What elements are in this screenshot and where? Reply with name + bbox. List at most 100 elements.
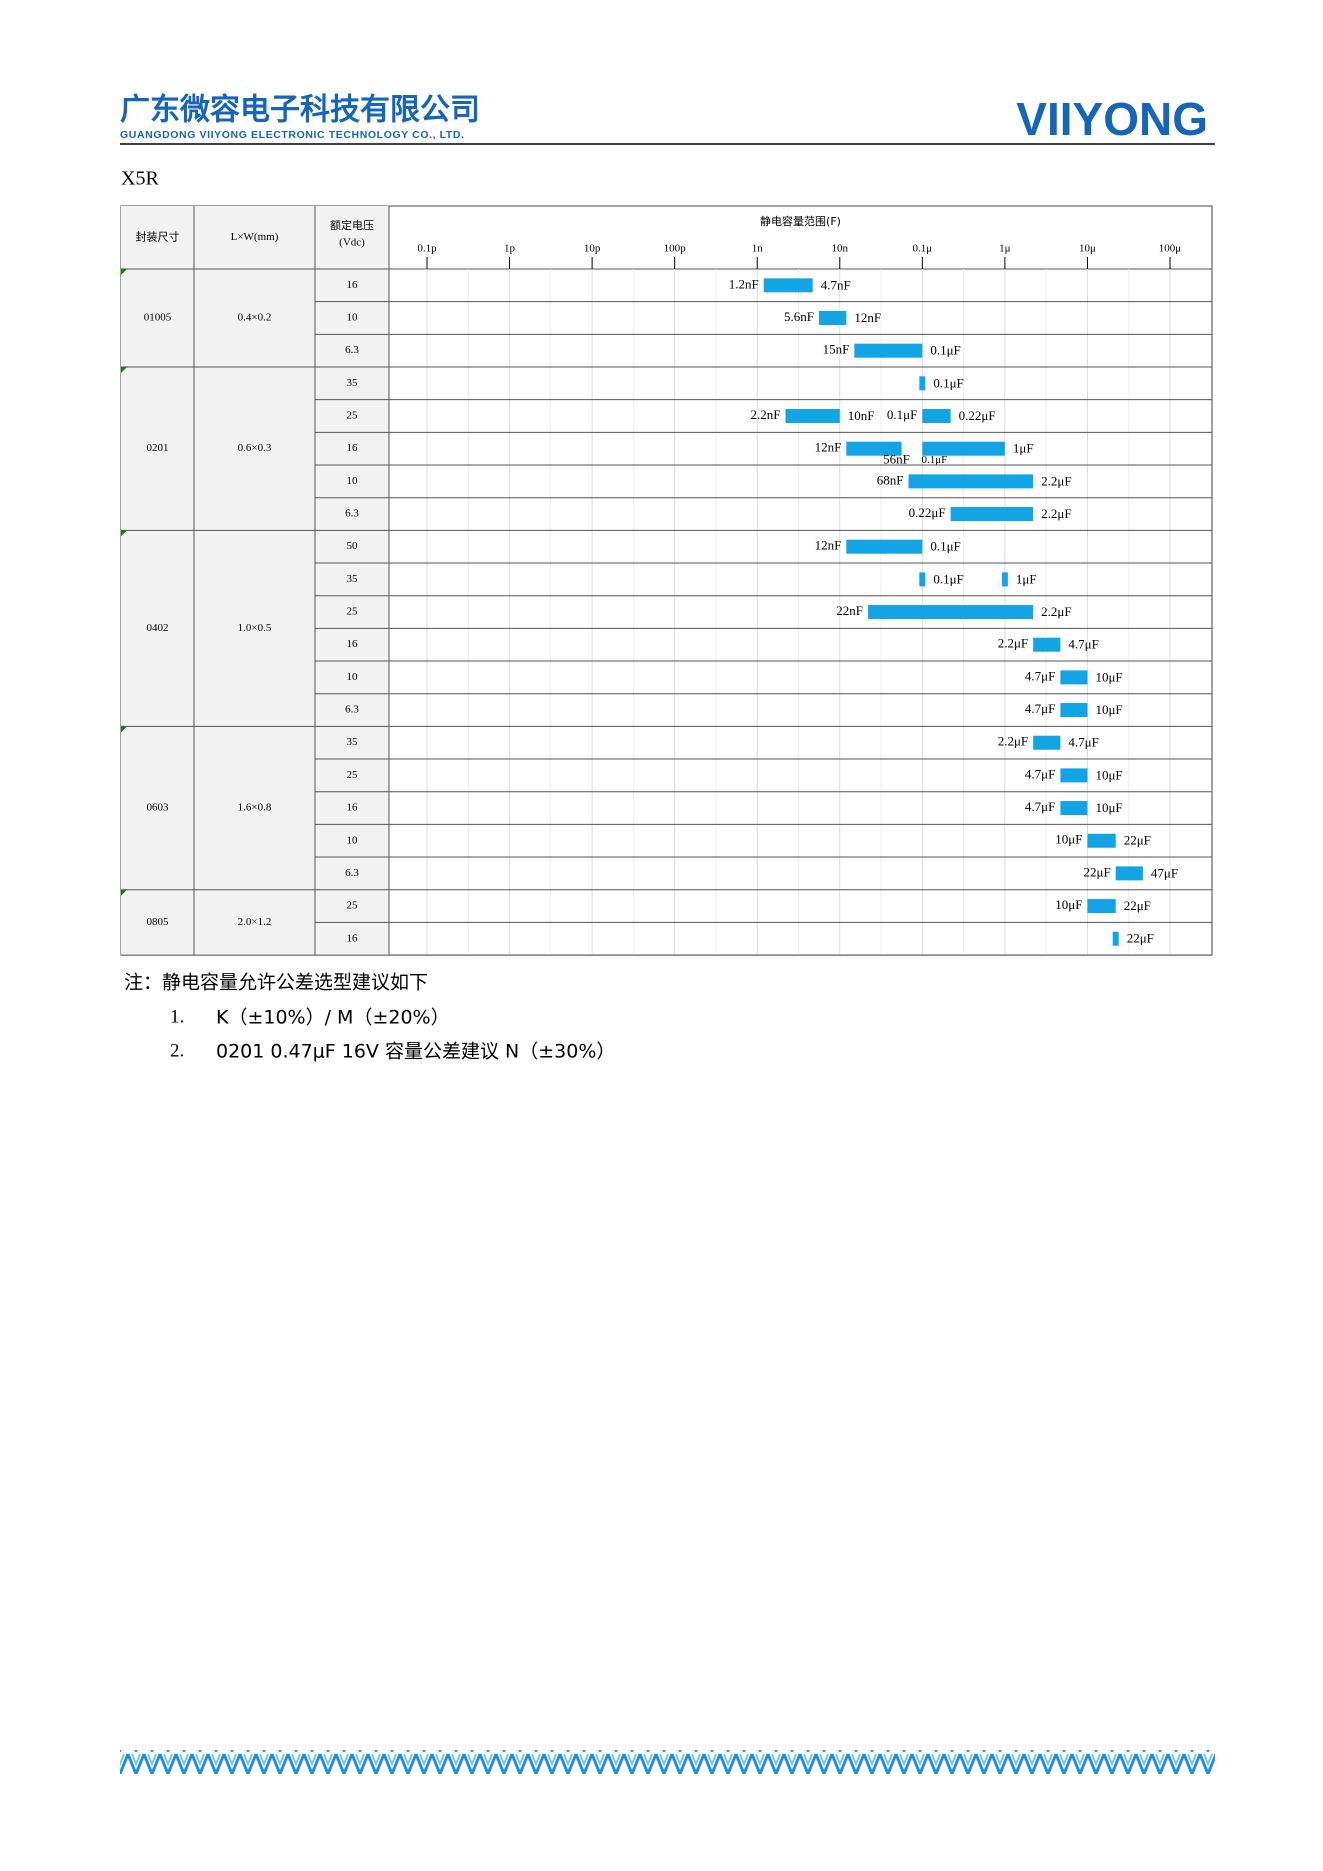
column-header: 封装尺寸 <box>136 230 180 244</box>
voltage: 6.3 <box>345 508 359 520</box>
range-max-label: 0.22μF <box>959 408 996 423</box>
column-header: 额定电压 <box>330 218 374 232</box>
voltage: 25 <box>347 606 359 618</box>
range-min-label: 2.2μF <box>998 734 1028 749</box>
range-max-label: 0.1μF <box>933 375 963 390</box>
range-max-label: 1μF <box>1016 571 1037 586</box>
note-number: 2. <box>170 1040 184 1061</box>
corner-mark <box>121 367 127 374</box>
range-min-label: 68nF <box>877 472 904 487</box>
capacitance-bar <box>1033 735 1061 750</box>
range-max-label: 2.2μF <box>1041 604 1071 619</box>
range-min-label: 22μF <box>1084 864 1111 879</box>
voltage: 6.3 <box>345 704 359 716</box>
range-min-label: 1.2nF <box>729 276 759 291</box>
axis-tick-label: 100p <box>664 243 687 255</box>
range-max-label: 10μF <box>1095 669 1122 684</box>
package-dims: 1.0×0.5 <box>238 622 272 634</box>
capacitance-bar <box>922 441 1005 456</box>
package-dims: 0.4×0.2 <box>238 312 272 324</box>
capacitance-bar <box>854 343 923 358</box>
capacitance-bar <box>846 539 923 554</box>
range-max-label: 4.7μF <box>1068 735 1098 750</box>
range-max-label: 0.1μF <box>930 539 960 554</box>
column-header: 静电容量范围(F) <box>760 214 841 228</box>
corner-mark <box>121 269 127 275</box>
range-max-label: 0.1μF <box>930 343 960 358</box>
voltage: 16 <box>347 932 359 944</box>
capacitance-bar <box>1115 866 1143 881</box>
range-max-label: 47μF <box>1151 865 1178 880</box>
corner-mark <box>121 726 127 733</box>
axis-tick-label: 1μ <box>999 243 1011 255</box>
range-min-label: 0.1μF <box>921 454 947 466</box>
company-en: GUANGDONG VIIYONG ELECTRONIC TECHNOLOGY … <box>120 129 465 141</box>
axis-tick-label: 0.1μ <box>913 243 933 255</box>
corner-mark <box>121 530 127 537</box>
range-min-label: 12nF <box>815 440 842 455</box>
capacitance-bar <box>846 441 902 456</box>
range-min-label: 2.2nF <box>751 407 781 422</box>
voltage: 25 <box>347 769 359 781</box>
capacitance-bar <box>922 409 951 424</box>
column-header: L×W(mm) <box>231 231 279 243</box>
range-min-label: 22nF <box>836 603 863 618</box>
voltage: 35 <box>347 377 359 389</box>
capacitance-bar <box>919 376 926 391</box>
capacitance-bar <box>1060 768 1088 783</box>
range-max-label: 2.2μF <box>1041 506 1071 521</box>
range-min-label: 15nF <box>823 342 850 357</box>
voltage: 35 <box>347 736 359 748</box>
axis-tick-label: 0.1p <box>417 243 437 255</box>
capacitance-bar <box>919 572 926 587</box>
range-max-label: 22μF <box>1127 931 1154 946</box>
notes-title: 注：静电容量允许公差选型建议如下 <box>124 972 428 994</box>
range-min-label: 4.7μF <box>1025 668 1055 683</box>
package-dims: 2.0×1.2 <box>238 916 272 928</box>
voltage: 16 <box>347 802 359 814</box>
voltage: 10 <box>347 671 359 683</box>
range-max-label: 2.2μF <box>1041 473 1071 488</box>
package-size: 0805 <box>147 916 170 928</box>
range-min-label: 4.7μF <box>1025 701 1055 716</box>
range-max-label: 10μF <box>1095 702 1122 717</box>
axis-tick-label: 10n <box>832 243 849 255</box>
axis-tick-label: 1n <box>752 243 764 255</box>
range-max-label: 22μF <box>1124 898 1151 913</box>
voltage: 16 <box>347 279 359 291</box>
capacitance-bar <box>908 474 1034 489</box>
range-min-label: 0.22μF <box>909 505 946 520</box>
voltage: 6.3 <box>345 344 359 356</box>
note-text: 0201 0.47μF 16V 容量公差建议 N（±30%） <box>216 1041 615 1063</box>
column-header: (Vdc) <box>339 237 365 249</box>
range-max-label: 12nF <box>854 310 881 325</box>
package-dims: 1.6×0.8 <box>238 802 272 814</box>
capacitance-bar <box>785 409 840 424</box>
voltage: 16 <box>347 442 359 454</box>
range-max-label: 10μF <box>1095 767 1122 782</box>
capacitance-bar <box>763 278 813 293</box>
voltage: 10 <box>347 475 359 487</box>
range-min-label: 4.7μF <box>1025 799 1055 814</box>
axis-tick-label: 10p <box>584 243 601 255</box>
company-cn: 广东微容电子科技有限公司 <box>120 93 480 128</box>
capacitance-bar <box>1112 931 1119 946</box>
axis-tick-label: 10μ <box>1079 243 1096 255</box>
logo: VIIYONG <box>1016 93 1208 145</box>
range-max-label: 0.1μF <box>933 571 963 586</box>
package-size: 0402 <box>147 622 169 634</box>
range-min-label: 10μF <box>1055 832 1082 847</box>
capacitance-bar <box>1087 833 1116 848</box>
range-max-label: 1μF <box>1013 441 1034 456</box>
voltage: 25 <box>347 900 359 912</box>
package-dims: 0.6×0.3 <box>238 442 272 454</box>
capacitance-bar <box>1033 637 1061 652</box>
voltage: 35 <box>347 573 359 585</box>
range-max-label: 4.7μF <box>1068 637 1098 652</box>
voltage: 50 <box>347 540 359 552</box>
voltage: 16 <box>347 638 359 650</box>
capacitance-bar <box>1001 572 1008 587</box>
package-size: 01005 <box>144 312 172 324</box>
capacitance-bar <box>1087 899 1116 914</box>
voltage: 25 <box>347 410 359 422</box>
